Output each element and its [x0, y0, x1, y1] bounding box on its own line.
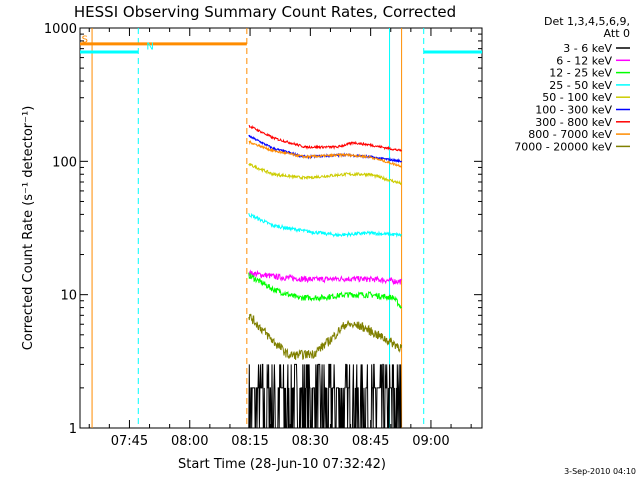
footer-timestamp: 3-Sep-2010 04:10 [564, 467, 636, 476]
legend-label: 50 - 100 keV [542, 91, 612, 104]
legend-label: 100 - 300 keV [535, 104, 612, 117]
plot-frame [79, 27, 483, 429]
series-line [248, 363, 402, 429]
series-line [248, 139, 403, 168]
x-tick-label: 08:45 [352, 434, 389, 449]
y-tick-label: 10 [60, 289, 77, 304]
y-tick-label: 1000 [44, 22, 77, 37]
legend-label: 800 - 7000 keV [528, 128, 612, 141]
series-line [248, 124, 403, 152]
legend-label: 3 - 6 keV [563, 42, 612, 55]
series-line [248, 272, 403, 309]
legend-label: 12 - 25 keV [549, 67, 612, 80]
x-axis-label: Start Time (28-Jun-10 07:32:42) [178, 457, 386, 472]
series-line [248, 163, 403, 186]
series-line [248, 269, 403, 286]
x-tick-label: 09:00 [412, 434, 449, 449]
chart-title: HESSI Observing Summary Count Rates, Cor… [74, 3, 456, 21]
legend-header-line-1: Det 1,3,4,5,6,9, [544, 15, 630, 28]
status-flag: N [146, 41, 153, 52]
series-line [248, 212, 402, 238]
legend-label: 7000 - 20000 keV [514, 140, 612, 153]
y-axis-label: Corrected Count Rate (s⁻¹ detector⁻¹) [21, 106, 36, 351]
series-line [248, 313, 403, 360]
legend-header-line-2: Att 0 [604, 27, 630, 40]
legend-label: 300 - 800 keV [535, 116, 612, 129]
x-tick-label: 08:30 [292, 434, 329, 449]
status-flag: S [82, 34, 88, 45]
x-tick-label: 07:45 [111, 434, 148, 449]
plot-area: 1 10 100 1000 07:45 08:00 08:15 08:30 08:45 09:00… [44, 22, 483, 449]
y-tick-label: 100 [52, 155, 77, 170]
y-tick-label: 1 [69, 422, 77, 437]
legend-label: 6 - 12 keV [556, 54, 612, 67]
x-tick-label: 08:00 [171, 434, 208, 449]
x-tick-label: 08:15 [231, 434, 268, 449]
legend-label: 25 - 50 keV [549, 79, 612, 92]
